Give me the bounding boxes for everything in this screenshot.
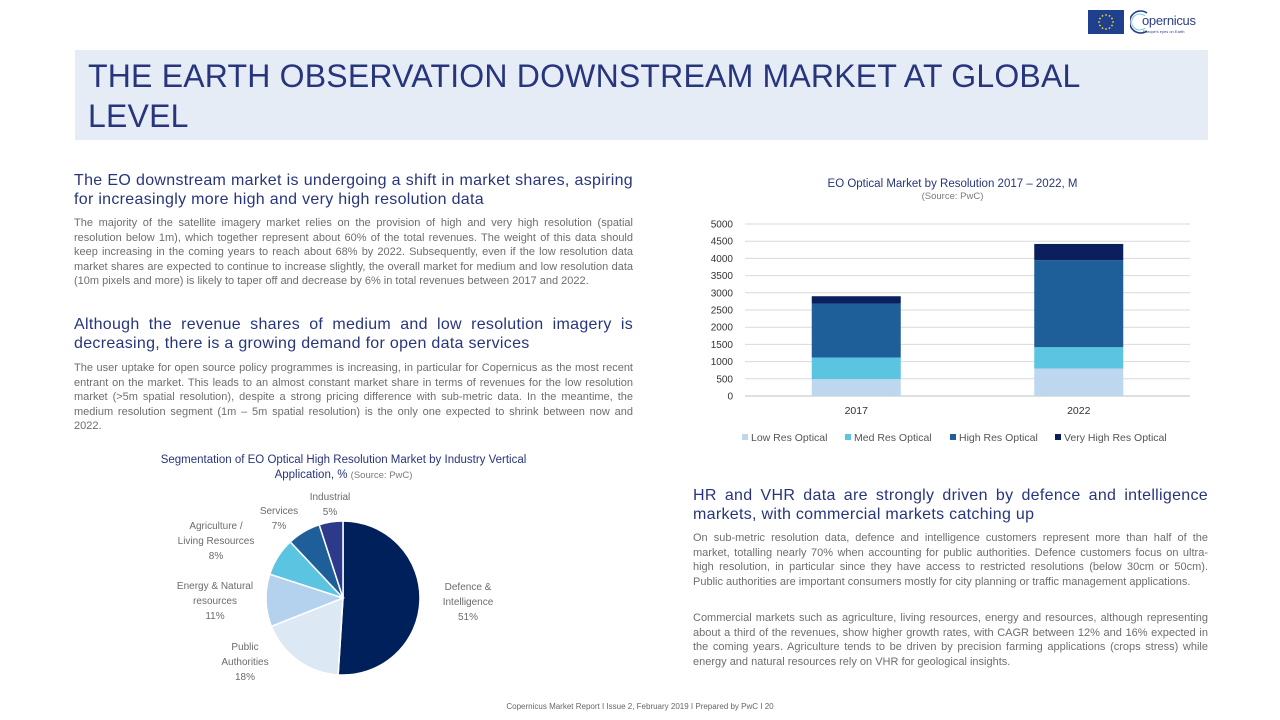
legend-swatch: [1055, 434, 1061, 440]
pie-chart-source: (Source: PwC): [350, 470, 413, 481]
y-tick-label: 4500: [711, 237, 734, 248]
bar-segment: [1034, 243, 1124, 261]
legend-label: High Res Optical: [959, 432, 1038, 444]
pie-label-value: 7%: [272, 521, 287, 532]
pie-slice: [337, 520, 421, 676]
pie-label-value: 18%: [235, 672, 255, 683]
legend-label: Med Res Optical: [854, 432, 932, 444]
bar-segment: [811, 303, 901, 358]
pie-chart-title-text: Segmentation of EO Optical High Resoluti…: [160, 454, 527, 481]
pie-label-value: 51%: [458, 612, 478, 623]
legend-label: Low Res Optical: [751, 432, 827, 444]
y-tick-label: 500: [716, 374, 733, 385]
x-tick-label: 2022: [1067, 405, 1091, 417]
pie-label: Industrial: [310, 492, 351, 503]
bar-segment: [811, 379, 901, 396]
legend-swatch: [845, 434, 851, 440]
copernicus-c-icon: [1130, 10, 1148, 34]
title-band: THE EARTH OBSERVATION DOWNSTREAM MARKET …: [75, 50, 1208, 140]
legend-swatch: [950, 434, 956, 440]
pie-label: Services: [260, 506, 298, 517]
legend-label: Very High Res Optical: [1064, 432, 1167, 444]
pie-label-value: 8%: [209, 551, 224, 562]
header-logos: opernicus Europe's eyes on Earth: [1088, 8, 1204, 38]
y-tick-label: 3000: [711, 288, 734, 299]
section-heading-open-data: Although the revenue shares of medium an…: [74, 316, 633, 352]
section-heading-defence: HR and VHR data are strongly driven by d…: [693, 487, 1208, 523]
bar-segment: [1034, 368, 1124, 396]
y-tick-label: 4000: [711, 254, 734, 265]
pie-label: Defence &: [445, 582, 492, 593]
page-title: THE EARTH OBSERVATION DOWNSTREAM MARKET …: [88, 58, 1080, 134]
bar-segment: [811, 296, 901, 304]
section-body-open-data: The user uptake for open source policy p…: [74, 362, 633, 433]
y-tick-label: 2000: [711, 323, 734, 334]
pie-chart: Defence & Intelligence 51% Public Authoritie…: [177, 492, 494, 683]
pie-label: Agriculture /: [189, 521, 243, 532]
stacked-bar-chart: 0 500 1000 1500 2000 2500 3000 3500 4000 4500 5000…: [711, 220, 1190, 444]
section-body-defence-2: Commercial markets such as agriculture, …: [693, 612, 1208, 668]
x-tick-label: 2017: [845, 405, 869, 417]
pie-slice: [270, 596, 344, 676]
y-tick-label: 5000: [711, 220, 734, 231]
pie-slice: [318, 520, 344, 599]
pie-label: Public: [231, 642, 258, 653]
pie-label-value: 11%: [205, 611, 224, 622]
legend-swatch: [742, 434, 748, 440]
section-heading-market-shift: The EO downstream market is undergoing a…: [74, 172, 633, 208]
pie-label-value: 5%: [323, 507, 338, 518]
y-tick-label: 0: [727, 392, 733, 403]
bar-chart-title: EO Optical Market by Resolution 2017 – 2…: [827, 178, 1078, 190]
y-tick-label: 1500: [711, 340, 734, 351]
pie-chart-title: Segmentation of EO Optical High Resoluti…: [150, 453, 537, 483]
pie-label: Living Resources: [178, 536, 255, 547]
bar-segment: [1034, 347, 1124, 369]
pie-label: Authorities: [221, 657, 268, 668]
copernicus-logo: opernicus Europe's eyes on Earth: [1130, 8, 1206, 38]
pie-label: Intelligence: [443, 597, 494, 608]
y-tick-label: 3500: [711, 271, 734, 282]
page-footer: Copernicus Market Report I Issue 2, Febr…: [506, 702, 774, 711]
eu-flag-icon: [1088, 10, 1124, 34]
y-tick-label: 2500: [711, 306, 734, 317]
bar-segment: [811, 357, 901, 380]
bar-segment: [1034, 260, 1124, 348]
logo-tagline: Europe's eyes on Earth: [1143, 29, 1185, 34]
y-tick-label: 1000: [711, 357, 734, 368]
pie-label: Energy & Natural: [177, 581, 253, 592]
pie-label: resources: [193, 596, 237, 607]
section-body-market-shift: The majority of the satellite imagery ma…: [74, 217, 633, 288]
section-body-defence-1: On sub-metric resolution data, defence a…: [693, 532, 1208, 588]
bar-chart-source: (Source: PwC): [921, 191, 984, 202]
logo-wordmark: opernicus: [1142, 13, 1196, 28]
